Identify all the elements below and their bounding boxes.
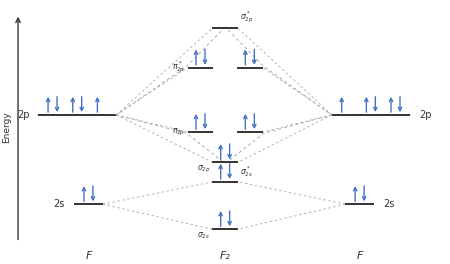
Text: $\sigma^*_{2s}$: $\sigma^*_{2s}$ [240, 164, 253, 179]
Text: F: F [85, 251, 92, 261]
Text: 2s: 2s [383, 199, 394, 209]
Text: F₂: F₂ [220, 251, 230, 261]
Text: $\sigma_{2s}$: $\sigma_{2s}$ [197, 230, 210, 241]
Text: $\pi_{2p}$: $\pi_{2p}$ [172, 126, 185, 138]
Text: 2p: 2p [17, 110, 29, 120]
Text: 2p: 2p [419, 110, 431, 120]
Text: 2s: 2s [54, 199, 65, 209]
Text: $\sigma^*_{2p}$: $\sigma^*_{2p}$ [240, 10, 254, 25]
Text: $\pi^*_{2p}$: $\pi^*_{2p}$ [172, 60, 185, 76]
Text: Energy: Energy [2, 111, 11, 143]
Text: $\sigma_{2p}$: $\sigma_{2p}$ [197, 163, 210, 175]
Text: F: F [356, 251, 363, 261]
